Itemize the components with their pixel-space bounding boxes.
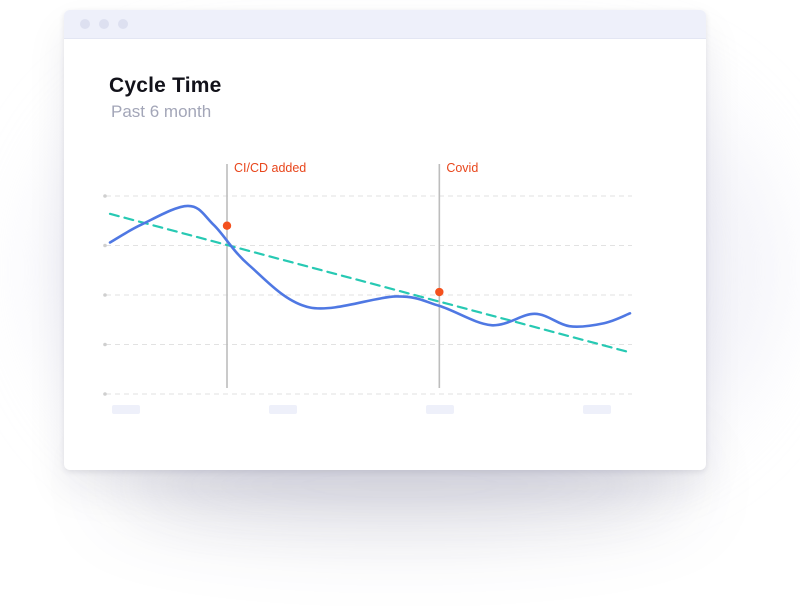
cycle-time-chart: CI/CD added Covid bbox=[103, 161, 632, 414]
series-layer bbox=[108, 204, 632, 328]
chart-title: Cycle Time bbox=[109, 74, 222, 97]
event-label: CI/CD added bbox=[234, 161, 306, 175]
y-tick-dot bbox=[103, 392, 107, 396]
cycle-time-series-line bbox=[108, 204, 632, 328]
event-marker bbox=[435, 287, 444, 297]
y-tick-dot bbox=[103, 194, 107, 198]
x-tick-placeholder bbox=[583, 405, 611, 414]
y-tick-dot bbox=[103, 243, 107, 248]
marker-layer bbox=[222, 221, 444, 297]
x-tick-placeholder bbox=[112, 405, 140, 414]
trendline bbox=[108, 212, 632, 354]
y-tick-dot bbox=[103, 342, 107, 347]
event-layer: CI/CD added Covid bbox=[226, 161, 478, 388]
browser-window: Cycle Time Past 6 month CI/CD added Covid bbox=[64, 10, 706, 470]
trend-layer bbox=[108, 212, 632, 354]
chart-subtitle: Past 6 month bbox=[111, 102, 212, 121]
y-tick-dot bbox=[103, 293, 107, 297]
window-minimize-dot[interactable] bbox=[99, 19, 109, 29]
x-tick-placeholder bbox=[426, 405, 454, 414]
window-maximize-dot[interactable] bbox=[118, 19, 128, 29]
window-titlebar bbox=[64, 10, 706, 39]
grid-layer bbox=[103, 194, 632, 396]
x-tick-placeholder bbox=[269, 405, 297, 414]
window-close-dot[interactable] bbox=[80, 19, 90, 29]
event-marker bbox=[222, 221, 232, 230]
x-tick-layer bbox=[112, 405, 611, 414]
event-label: Covid bbox=[446, 161, 478, 175]
